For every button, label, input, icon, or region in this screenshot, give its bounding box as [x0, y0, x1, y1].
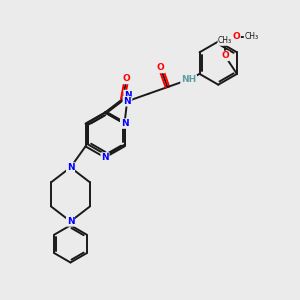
Text: N: N: [101, 153, 109, 162]
Text: O: O: [123, 74, 130, 83]
Text: CH₃: CH₃: [244, 32, 258, 41]
Text: NH: NH: [181, 75, 196, 84]
Text: O: O: [221, 51, 229, 60]
Text: N: N: [123, 97, 131, 106]
Text: N: N: [124, 91, 132, 100]
Text: N: N: [67, 163, 74, 172]
Text: O: O: [232, 32, 240, 41]
Text: O: O: [157, 64, 165, 73]
Text: N: N: [67, 217, 74, 226]
Text: CH₃: CH₃: [218, 36, 232, 45]
Text: N: N: [121, 119, 128, 128]
